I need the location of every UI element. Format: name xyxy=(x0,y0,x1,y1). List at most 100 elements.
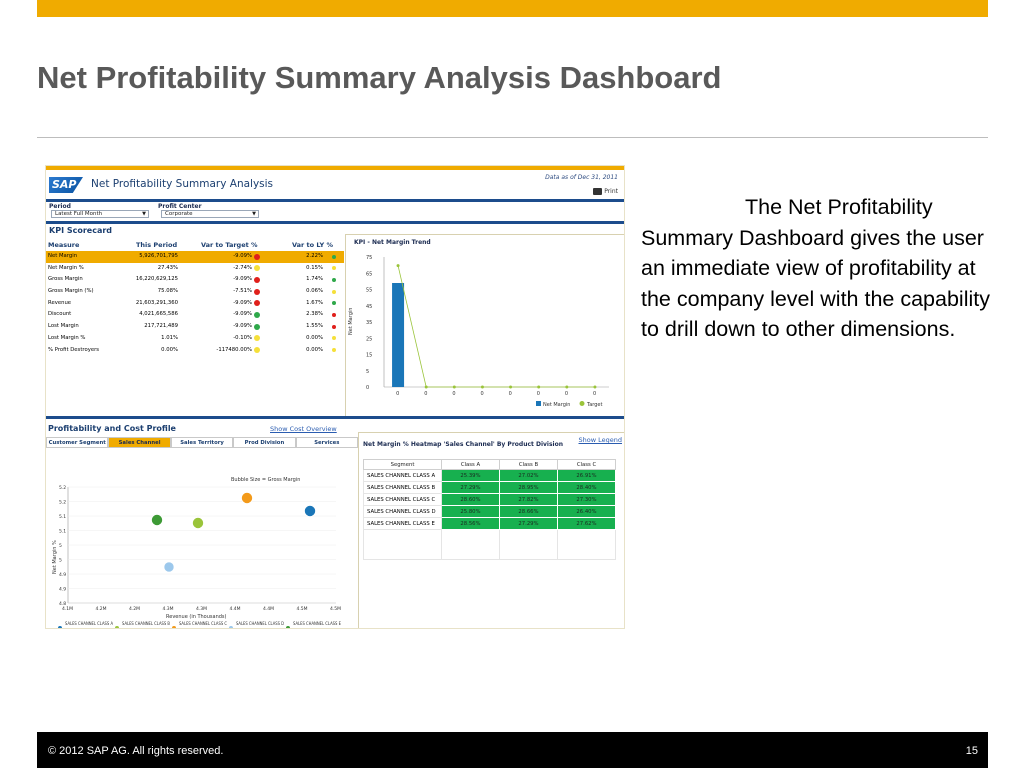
status-indicator-icon xyxy=(254,347,260,353)
heatmap-row[interactable]: SALES CHANNEL CLASS B 27.29% 28.95% 28.40% xyxy=(363,481,616,494)
trend-x-tick: 0 xyxy=(396,391,399,397)
trend-title: KPI - Net Margin Trend xyxy=(354,239,431,246)
tab-sales-territory[interactable]: Sales Territory xyxy=(170,437,234,448)
show-legend-link[interactable]: Show Legend xyxy=(578,436,622,444)
kpi-var-ly: 0.15% xyxy=(306,264,323,271)
kpi-row[interactable]: Lost Margin 217,721,489 -9.09% 1.55% xyxy=(46,321,344,333)
slide-description: The Net Profitability Summary Dashboard … xyxy=(641,195,990,341)
legend-target: Target xyxy=(586,402,603,408)
target-point[interactable] xyxy=(424,385,428,389)
heatmap-row[interactable]: SALES CHANNEL CLASS C 28.60% 27.82% 27.30% xyxy=(363,493,616,506)
kpi-row[interactable]: Gross Margin (%) 75.08% -7.51% 0.06% xyxy=(46,286,344,298)
bubble-legend-swatch xyxy=(58,626,62,628)
heatmap-header-segment: Segment xyxy=(363,459,442,470)
heatmap-cell[interactable]: 28.40% xyxy=(557,481,616,494)
bubble-y-label: Net Margin % xyxy=(52,540,58,574)
heatmap-cell[interactable]: 27.29% xyxy=(499,517,558,530)
kpi-var-ly: 0.06% xyxy=(306,288,323,295)
status-indicator-icon xyxy=(332,324,336,329)
bubble-x-tick: 4.5M xyxy=(330,606,341,612)
heatmap-cell[interactable]: 27.30% xyxy=(557,493,616,506)
trend-y-tick: 65 xyxy=(366,271,372,277)
heatmap-cell[interactable]: 27.02% xyxy=(499,469,558,482)
heatmap-row[interactable]: SALES CHANNEL CLASS E 28.56% 27.29% 27.62% xyxy=(363,517,616,530)
title-divider xyxy=(37,137,988,138)
status-indicator-icon xyxy=(332,336,336,341)
target-point[interactable] xyxy=(480,385,484,389)
heatmap-cell[interactable]: 27.82% xyxy=(499,493,558,506)
target-point[interactable] xyxy=(537,385,541,389)
tab-customer-segment[interactable]: Customer Segment xyxy=(46,437,109,448)
heatmap-cell[interactable]: 28.66% xyxy=(499,505,558,518)
kpi-this-period: 27.43% xyxy=(157,264,178,271)
kpi-this-period: 21,603,291,360 xyxy=(135,299,178,306)
kpi-row[interactable]: % Profit Destroyers 0.00% -117480.00% 0.00% xyxy=(46,345,344,357)
heatmap-row[interactable]: SALES CHANNEL CLASS A 25.39% 27.02% 26.91% xyxy=(363,469,616,482)
trend-x-tick: 0 xyxy=(509,391,512,397)
print-button[interactable]: Print xyxy=(593,188,618,195)
heatmap-title: Net Margin % Heatmap 'Sales Channel' By … xyxy=(363,441,564,448)
tab-prod-division[interactable]: Prod Division xyxy=(233,437,296,448)
target-point[interactable] xyxy=(452,385,456,389)
heatmap-segment: SALES CHANNEL CLASS A xyxy=(363,469,442,482)
bubble-point[interactable] xyxy=(304,505,316,517)
printer-icon xyxy=(593,188,603,195)
kpi-row[interactable]: Discount 4,021,665,586 -9.09% 2.38% xyxy=(46,309,344,321)
bubble-y-tick: 5.2 xyxy=(59,485,66,491)
bubble-legend-label: SALES CHANNEL CLASS D xyxy=(236,621,284,626)
heatmap-cell[interactable]: 26.91% xyxy=(557,469,616,482)
trend-bar[interactable] xyxy=(392,283,405,387)
bubble-point[interactable] xyxy=(151,514,163,526)
status-indicator-icon xyxy=(332,312,336,317)
bubble-legend-label: SALES CHANNEL CLASS A xyxy=(65,621,113,626)
kpi-this-period: 217,721,489 xyxy=(144,323,178,330)
heatmap-header-class-b: Class B xyxy=(499,459,558,470)
mid-divider xyxy=(46,416,624,419)
bubble-y-tick: 5.1 xyxy=(59,514,66,520)
bubble-point[interactable] xyxy=(192,517,204,529)
kpi-header-row: Measure This Period Var to Target % Var … xyxy=(46,239,344,251)
kpi-row[interactable]: Net Margin % 27.43% -2.74% 0.15% xyxy=(46,263,344,275)
kpi-var-target: -0.10% xyxy=(233,334,252,341)
tab-services[interactable]: Services xyxy=(295,437,359,448)
heatmap-segment: SALES CHANNEL CLASS D xyxy=(363,505,442,518)
kpi-row[interactable]: Lost Margin % 1.01% -0.10% 0.00% xyxy=(46,333,344,345)
heatmap-cell[interactable]: 27.29% xyxy=(441,481,500,494)
bubble-y-tick: 4.9 xyxy=(59,587,66,593)
trend-y-tick: 55 xyxy=(366,288,372,294)
trend-x-tick: 0 xyxy=(593,391,596,397)
heatmap-cell[interactable]: 26.40% xyxy=(557,505,616,518)
heatmap-cell[interactable]: 27.62% xyxy=(557,517,616,530)
heatmap-cell[interactable]: 28.56% xyxy=(441,517,500,530)
kpi-this-period: 4,021,665,586 xyxy=(139,311,178,318)
net-margin-trend-panel: KPI - Net Margin Trend 75 65 55 45 35 25 15 5 0 N… xyxy=(345,234,624,417)
show-cost-overview-link[interactable]: Show Cost Overview xyxy=(270,425,337,433)
status-indicator-icon xyxy=(332,266,336,271)
trend-y-tick: 15 xyxy=(366,353,372,359)
kpi-row[interactable]: Net Margin 5,926,701,795 -9.09% 2.22% xyxy=(46,251,344,263)
kpi-row[interactable]: Gross Margin 16,220,629,125 -9.09% 1.74% xyxy=(46,274,344,286)
profit-center-select[interactable]: Corporate ▼ xyxy=(161,210,259,218)
profit-center-value: Corporate xyxy=(165,211,193,217)
legend-net-margin: Net Margin xyxy=(543,402,570,408)
kpi-header-this-period: This Period xyxy=(136,241,178,249)
bubble-point[interactable] xyxy=(241,492,253,504)
target-point[interactable] xyxy=(509,385,513,389)
heatmap-cell[interactable]: 25.39% xyxy=(441,469,500,482)
kpi-row[interactable]: Revenue 21,603,291,360 -9.09% 1.67% xyxy=(46,298,344,310)
heatmap-table: Segment Class A Class B Class C SALES CH… xyxy=(363,459,616,560)
target-point[interactable] xyxy=(593,385,597,389)
period-select[interactable]: Latest Full Month ▼ xyxy=(51,210,149,218)
target-point[interactable] xyxy=(565,385,569,389)
target-point[interactable] xyxy=(396,264,400,268)
tab-sales-channel[interactable]: Sales Channel xyxy=(108,437,171,448)
bubble-y-tick: 5.2 xyxy=(59,500,66,506)
trend-y-tick: 75 xyxy=(366,255,372,261)
heatmap-cell[interactable]: 28.60% xyxy=(441,493,500,506)
heatmap-cell[interactable]: 25.80% xyxy=(441,505,500,518)
status-indicator-icon xyxy=(254,265,260,272)
heatmap-cell[interactable]: 28.95% xyxy=(499,481,558,494)
bubble-point[interactable] xyxy=(163,561,175,573)
sap-logo: SAP xyxy=(49,177,83,193)
heatmap-row[interactable]: SALES CHANNEL CLASS D 25.80% 28.66% 26.40% xyxy=(363,505,616,518)
